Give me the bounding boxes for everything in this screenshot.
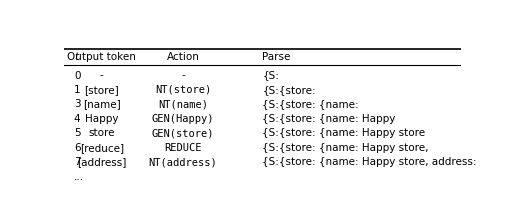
Text: GEN(store): GEN(store): [152, 128, 215, 138]
Text: ...: ...: [74, 172, 84, 182]
Text: {S:{store: {name: Happy store: {S:{store: {name: Happy store: [262, 128, 425, 138]
Text: 5: 5: [74, 128, 80, 138]
Text: REDUCE: REDUCE: [164, 143, 202, 153]
Text: [name]: [name]: [83, 99, 120, 109]
Text: 6: 6: [74, 143, 80, 153]
Text: {S:{store: {name:: {S:{store: {name:: [262, 99, 359, 109]
Text: {S:{store:: {S:{store:: [262, 85, 316, 95]
Text: GEN(Happy): GEN(Happy): [152, 114, 215, 124]
Text: 4: 4: [74, 114, 80, 124]
Text: 0: 0: [74, 70, 80, 81]
Text: Action: Action: [166, 52, 200, 62]
Text: NT(store): NT(store): [155, 85, 211, 95]
Text: 1: 1: [74, 85, 80, 95]
Text: t: t: [74, 52, 78, 62]
Text: store: store: [89, 128, 115, 138]
Text: {S:{store: {name: Happy store, address:: {S:{store: {name: Happy store, address:: [262, 157, 477, 167]
Text: NT(name): NT(name): [158, 99, 208, 109]
Text: 3: 3: [74, 99, 80, 109]
Text: Parse: Parse: [262, 52, 291, 62]
Text: {S:: {S:: [262, 70, 279, 81]
Text: -: -: [181, 70, 185, 81]
Text: {S:{store: {name: Happy: {S:{store: {name: Happy: [262, 114, 396, 124]
Text: Output token: Output token: [67, 52, 136, 62]
Text: Happy: Happy: [85, 114, 118, 124]
Text: {S:{store: {name: Happy store,: {S:{store: {name: Happy store,: [262, 143, 429, 153]
Text: [store]: [store]: [84, 85, 119, 95]
Text: -: -: [100, 70, 103, 81]
Text: 7: 7: [74, 157, 80, 167]
Text: [reduce]: [reduce]: [80, 143, 124, 153]
Text: [address]: [address]: [77, 157, 126, 167]
Text: NT(address): NT(address): [148, 157, 218, 167]
